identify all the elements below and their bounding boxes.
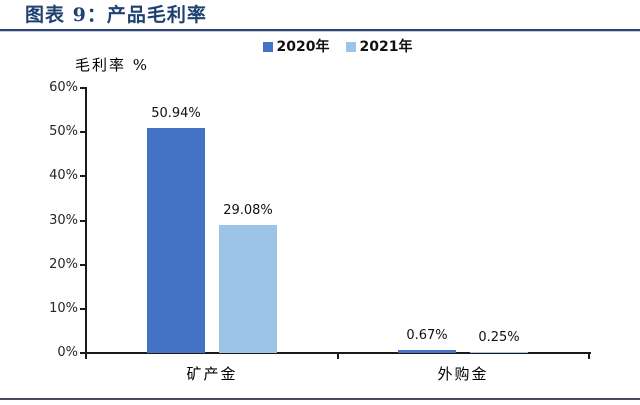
- legend-item-2020年: 2020年: [262, 39, 330, 55]
- bar-2021年-矿产金: [219, 225, 277, 353]
- y-tick-mark: [80, 307, 85, 310]
- y-tick-mark: [80, 175, 85, 178]
- legend-label: 2021年: [359, 39, 413, 55]
- y-tick-mark: [80, 131, 85, 134]
- legend-item-2021年: 2021年: [345, 39, 413, 55]
- y-tick-mark: [80, 352, 85, 354]
- legend-swatch-icon: [345, 42, 356, 52]
- x-axis-line: [85, 352, 591, 354]
- chart-legend: 2020年 2021年: [86, 40, 589, 54]
- bar-2021年-外购金: [470, 352, 528, 353]
- bar-value-label: 29.08%: [223, 203, 273, 218]
- y-tick-label: 20%: [49, 256, 78, 272]
- footer-rule: [0, 398, 640, 400]
- x-tick-mark: [588, 354, 590, 359]
- y-axis-line: [85, 87, 87, 354]
- x-tick-mark: [336, 354, 339, 359]
- y-tick-label: 0%: [57, 345, 78, 360]
- y-tick-label: 40%: [49, 168, 78, 184]
- x-category-label: 外购金: [437, 365, 489, 383]
- figure-title: 图表 9：产品毛利率: [25, 4, 207, 26]
- y-axis-title: 毛利率 %: [75, 56, 150, 74]
- bar-value-label: 50.94%: [151, 106, 201, 121]
- y-tick-mark: [80, 263, 85, 266]
- y-tick-label: 30%: [49, 212, 78, 228]
- bar-value-label: 0.25%: [478, 330, 520, 345]
- y-tick-label: 60%: [49, 80, 78, 95]
- bar-2020年-外购金: [398, 350, 456, 353]
- x-category-label: 矿产金: [186, 365, 238, 383]
- x-tick-mark: [85, 354, 87, 359]
- y-tick-label: 10%: [49, 300, 78, 316]
- header-rule: [0, 29, 640, 32]
- legend-label: 2020年: [276, 39, 330, 55]
- bar-2020年-矿产金: [147, 128, 205, 353]
- legend-swatch-icon: [262, 42, 273, 52]
- bar-value-label: 0.67%: [406, 328, 448, 343]
- y-tick-label: 50%: [49, 124, 78, 140]
- y-tick-mark: [80, 87, 85, 89]
- y-tick-mark: [80, 219, 85, 222]
